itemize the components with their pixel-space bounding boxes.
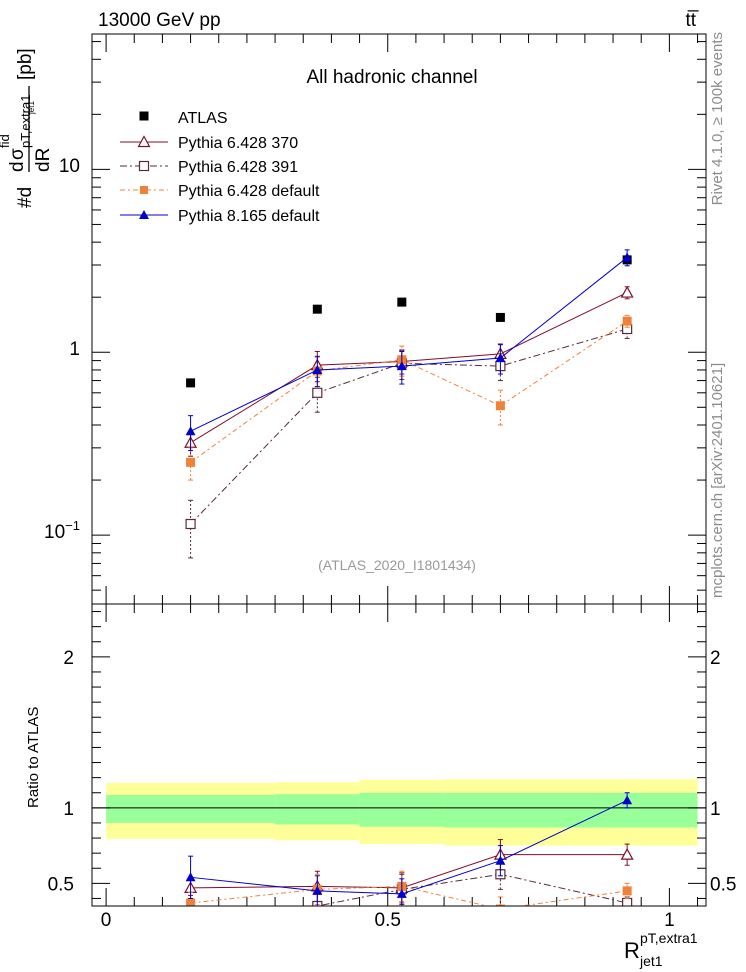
legend-marker-pythia8-default (120, 210, 168, 219)
ratio-y-tick-label-right: 2 (710, 648, 721, 669)
main-point-pythia-6-428-391 (185, 518, 196, 530)
ratio-axis-ticks (92, 604, 706, 906)
y-tick-label-0.1: 10−1 (44, 518, 80, 543)
main-point-pythia-8-165-default (622, 252, 633, 262)
legend-entry-pythia8-default: Pythia 8.165 default (120, 208, 320, 225)
legend-entry-pythia6-default: Pythia 6.428 default (120, 183, 320, 200)
svg-text:R: R (624, 938, 640, 963)
main-line-pythia-6-428-default (190, 320, 628, 463)
y-tick-label-10: 10 (59, 156, 80, 177)
analysis-id-label: (ATLAS_2020_I1801434) (318, 557, 476, 573)
main-point-pythia-8-165-default (396, 361, 407, 371)
legend-entry-atlas: ATLAS (139, 110, 228, 127)
x-tick-label: 1 (664, 910, 675, 931)
ratio-inner-band-segment (359, 792, 445, 827)
main-point-atlas (186, 378, 196, 388)
main-point-atlas (397, 297, 407, 307)
mcplots-label: mcplots.cern.ch [arXiv:2401.10621] (709, 363, 726, 598)
header-process-label: tt̅ (685, 10, 699, 31)
ratio-point-pythia-8-165-default (396, 888, 407, 898)
x-tick-label: 0.5 (375, 910, 401, 931)
main-series-pythia-6-428-370 (184, 285, 634, 457)
ratio-panel-frame (91, 603, 707, 907)
legend-label-pythia8-default: Pythia 8.165 default (178, 208, 320, 225)
svg-text:pT,extra1: pT,extra1 (640, 930, 698, 946)
ratio-series-pythia-6-428-370 (184, 839, 634, 904)
ratio-data-layer (184, 792, 634, 938)
ratio-uncertainty-bands (106, 779, 698, 846)
legend-label-atlas: ATLAS (178, 110, 228, 127)
ratio-inner-band-segment (444, 792, 698, 828)
main-line-pythia-6-428-391 (190, 328, 628, 525)
main-point-pythia-6-428-default (622, 316, 632, 326)
ratio-y-tick-label-left: 1 (63, 799, 74, 820)
svg-text:[pb]: [pb] (15, 48, 36, 80)
ratio-y-axis-label: Ratio to ATLAS (25, 707, 42, 808)
svg-text:jet1: jet1 (27, 101, 36, 115)
legend-marker-pythia6-370 (120, 135, 168, 148)
main-series-pythia-6-428-391 (185, 320, 633, 559)
x-axis-label: R pT,extra1 jet1 (624, 930, 698, 969)
main-point-pythia-6-428-391 (312, 387, 323, 398)
main-data-layer (184, 249, 634, 559)
main-series-pythia-6-428-default (186, 314, 632, 481)
ratio-y-tick-label-left: 0.5 (48, 874, 74, 895)
svg-text:d: d (7, 161, 28, 172)
ratio-point-pythia-8-165-default (312, 885, 323, 895)
ratio-line-pythia-6-428-391 (314, 873, 628, 906)
main-series-pythia-8-165-default (185, 249, 633, 452)
legend-marker-pythia6-391 (120, 160, 168, 172)
svg-text:#d: #d (15, 187, 36, 208)
svg-text:fid: fid (0, 134, 12, 148)
main-point-pythia-8-165-default (495, 353, 506, 363)
main-point-atlas (312, 304, 322, 314)
y-tick-label-1: 1 (69, 339, 80, 360)
header-energy-label: 13000 GeV pp (98, 10, 221, 31)
x-tick-label: 0 (101, 910, 112, 931)
ratio-point-pythia-6-428-default (495, 904, 505, 906)
chart-title: All hadronic channel (306, 67, 477, 88)
ratio-point-pythia-6-428-391 (186, 929, 195, 938)
legend-marker-pythia6-default (120, 186, 168, 194)
ratio-tick-labels: 0.5 0.5 1 1 2 2 0 0.5 1 (48, 648, 737, 931)
main-line-pythia-8-165-default (190, 257, 628, 432)
legend-label-pythia6-391: Pythia 6.428 391 (178, 159, 298, 176)
svg-text:jet1: jet1 (639, 953, 663, 969)
main-series-atlas (186, 255, 632, 388)
ratio-point-pythia-6-428-default (186, 898, 196, 906)
legend: ATLAS Pythia 6.428 370 Pythia 6.428 391 … (120, 110, 320, 225)
main-point-pythia-8-165-default (312, 364, 323, 374)
legend-entry-pythia6-370: Pythia 6.428 370 (120, 135, 298, 152)
legend-label-pythia6-default: Pythia 6.428 default (178, 183, 320, 200)
main-line-pythia-6-428-370 (190, 292, 628, 444)
main-point-pythia-6-428-default (495, 401, 505, 411)
ratio-y-tick-label-right: 1 (710, 799, 721, 820)
ratio-point-pythia-8-165-default (185, 872, 196, 882)
legend-label-pythia6-370: Pythia 6.428 370 (178, 135, 298, 152)
ratio-point-pythia-6-428-370 (620, 847, 634, 860)
ratio-point-pythia-6-428-default (622, 886, 632, 896)
ratio-series-pythia-6-428-391 (186, 858, 633, 938)
main-point-pythia-8-165-default (185, 426, 196, 436)
legend-marker-atlas (139, 111, 149, 121)
ratio-point-pythia-8-165-default (622, 795, 633, 805)
main-point-atlas (495, 312, 505, 322)
legend-entry-pythia6-391: Pythia 6.428 391 (120, 159, 298, 176)
ratio-line-pythia-6-428-370 (190, 854, 628, 889)
svg-text:σ: σ (7, 148, 28, 160)
ratio-point-pythia-8-165-default (495, 855, 506, 865)
ratio-inner-band-segment (275, 794, 360, 825)
svg-text:dR: dR (33, 148, 54, 172)
main-point-pythia-6-428-default (186, 457, 196, 467)
ratio-y-tick-label-left: 2 (63, 648, 74, 669)
ratio-y-tick-label-right: 0.5 (710, 874, 736, 895)
main-y-axis-label: #d d σ fid pT,extra1 jet1 dR [pb] (0, 48, 54, 208)
ratio-series-pythia-6-428-default (186, 870, 632, 906)
main-axis-ticks (92, 34, 706, 604)
ratio-inner-band-segment (106, 795, 276, 823)
rivet-version-label: Rivet 4.1.0, ≥ 100k events (709, 32, 726, 205)
ratio-series-pythia-8-165-default (185, 792, 633, 906)
main-point-pythia-6-428-370 (620, 285, 634, 298)
